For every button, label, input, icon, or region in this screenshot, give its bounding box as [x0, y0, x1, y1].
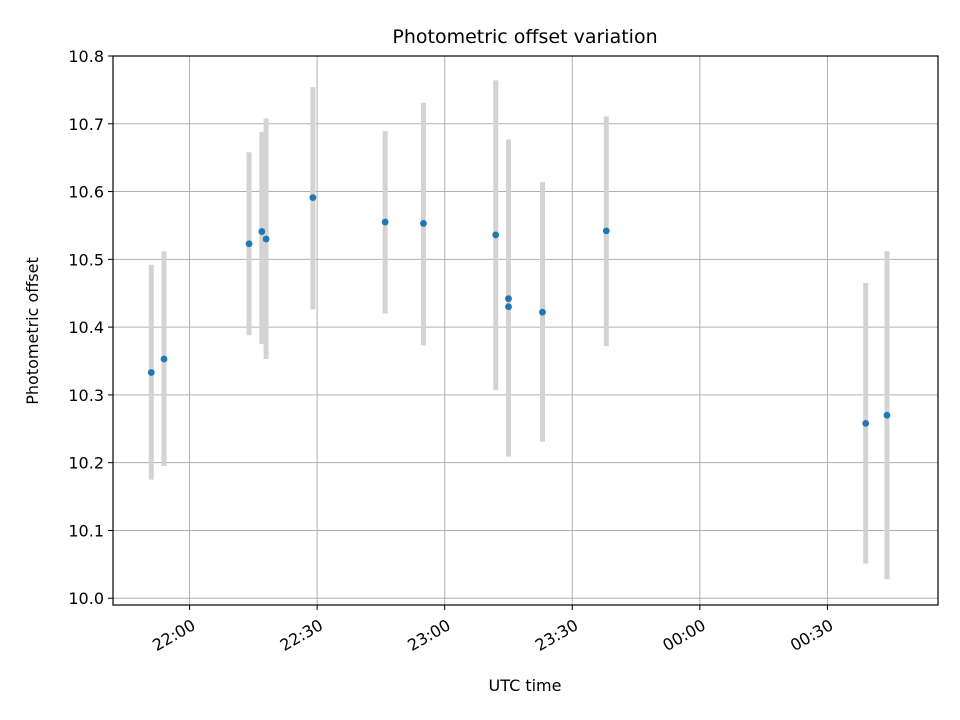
x-axis-title: UTC time — [489, 676, 562, 695]
data-point — [492, 231, 500, 239]
y-tick-label: 10.5 — [68, 250, 104, 269]
data-point — [160, 355, 168, 363]
data-point — [505, 303, 512, 311]
y-tick-label: 10.0 — [68, 589, 104, 608]
y-tick-label: 10.6 — [68, 183, 104, 202]
y-tick-label: 10.3 — [68, 386, 104, 405]
data-point — [602, 227, 610, 235]
y-tick-label: 10.7 — [68, 115, 104, 134]
y-tick-label: 10.1 — [68, 521, 104, 540]
data-point — [262, 235, 270, 243]
data-points — [147, 194, 891, 427]
y-axis-ticks: 10.0 10.1 10.2 10.3 10.4 10.5 10.6 10.7 10.8 — [68, 47, 113, 608]
y-tick-label: 10.8 — [68, 47, 104, 66]
data-point — [420, 220, 427, 227]
data-point — [147, 369, 155, 376]
y-tick-label: 10.2 — [68, 454, 104, 473]
data-point — [309, 194, 317, 202]
plot-frame — [112, 55, 939, 606]
data-point — [862, 419, 870, 427]
data-point — [883, 411, 891, 419]
data-point — [258, 228, 266, 235]
data-point — [381, 218, 389, 226]
chart-title: Photometric offset variation — [392, 26, 657, 48]
y-tick-label: 10.4 — [68, 318, 104, 337]
y-axis-title: Photometric offset — [23, 257, 42, 405]
data-point — [505, 295, 512, 303]
data-point — [539, 308, 546, 316]
data-point — [245, 240, 253, 248]
